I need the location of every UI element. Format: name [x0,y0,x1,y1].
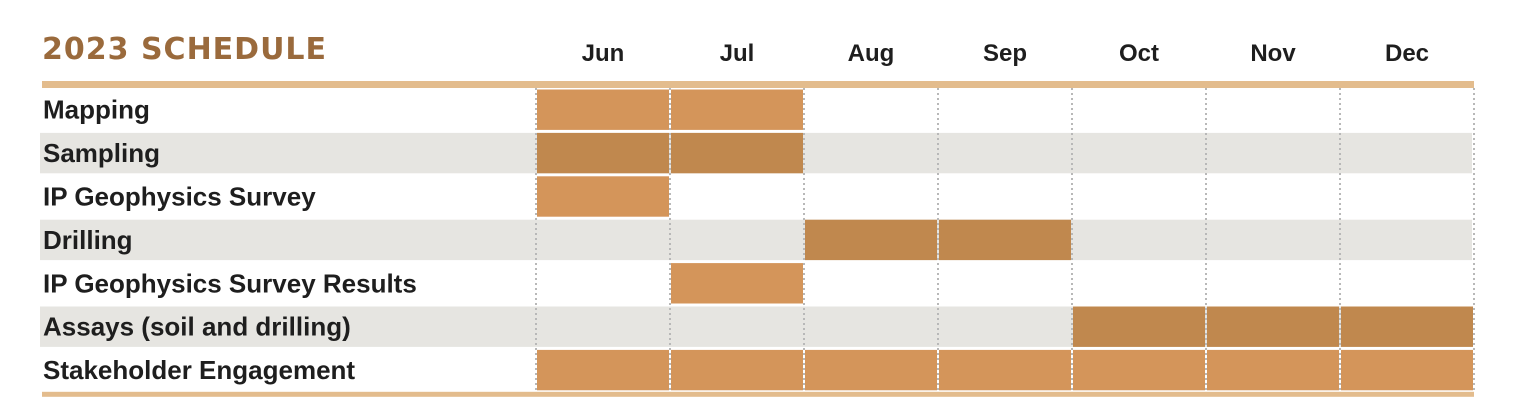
task-bar [671,89,803,130]
month-label: Jun [582,40,625,67]
task-bar [671,349,803,391]
month-label: Dec [1385,40,1429,67]
footer-rule [42,391,1474,397]
task-label: IP Geophysics Survey [43,182,316,212]
task-label: IP Geophysics Survey Results [43,268,417,298]
task-bar [939,219,1071,261]
task-bar [537,89,669,130]
task-bar [1207,349,1339,391]
task-bar [1207,306,1339,347]
task-bar [805,349,937,391]
month-label: Jul [720,40,755,67]
task-label: Assays (soil and drilling) [43,312,351,342]
task-label: Stakeholder Engagement [43,355,355,385]
task-bar [537,176,669,217]
task-bar [671,263,803,304]
task-bar [805,219,937,261]
month-label: Sep [983,40,1027,67]
header-rule [42,81,1474,88]
task-bar [1073,349,1205,391]
month-label: Oct [1119,40,1159,67]
task-bar [1341,306,1473,347]
month-label: Nov [1250,40,1296,67]
chart-title: 2023 SCHEDULE [42,32,328,67]
task-bar [537,349,669,391]
task-label: Sampling [43,138,160,168]
task-bar [671,132,803,174]
task-bar [1073,306,1205,347]
task-label: Mapping [43,95,150,125]
month-label: Aug [848,40,895,67]
row-stripe [40,219,1472,261]
task-bar [939,349,1071,391]
task-label: Drilling [43,225,133,255]
task-bar [1341,349,1473,391]
task-bar [537,132,669,174]
